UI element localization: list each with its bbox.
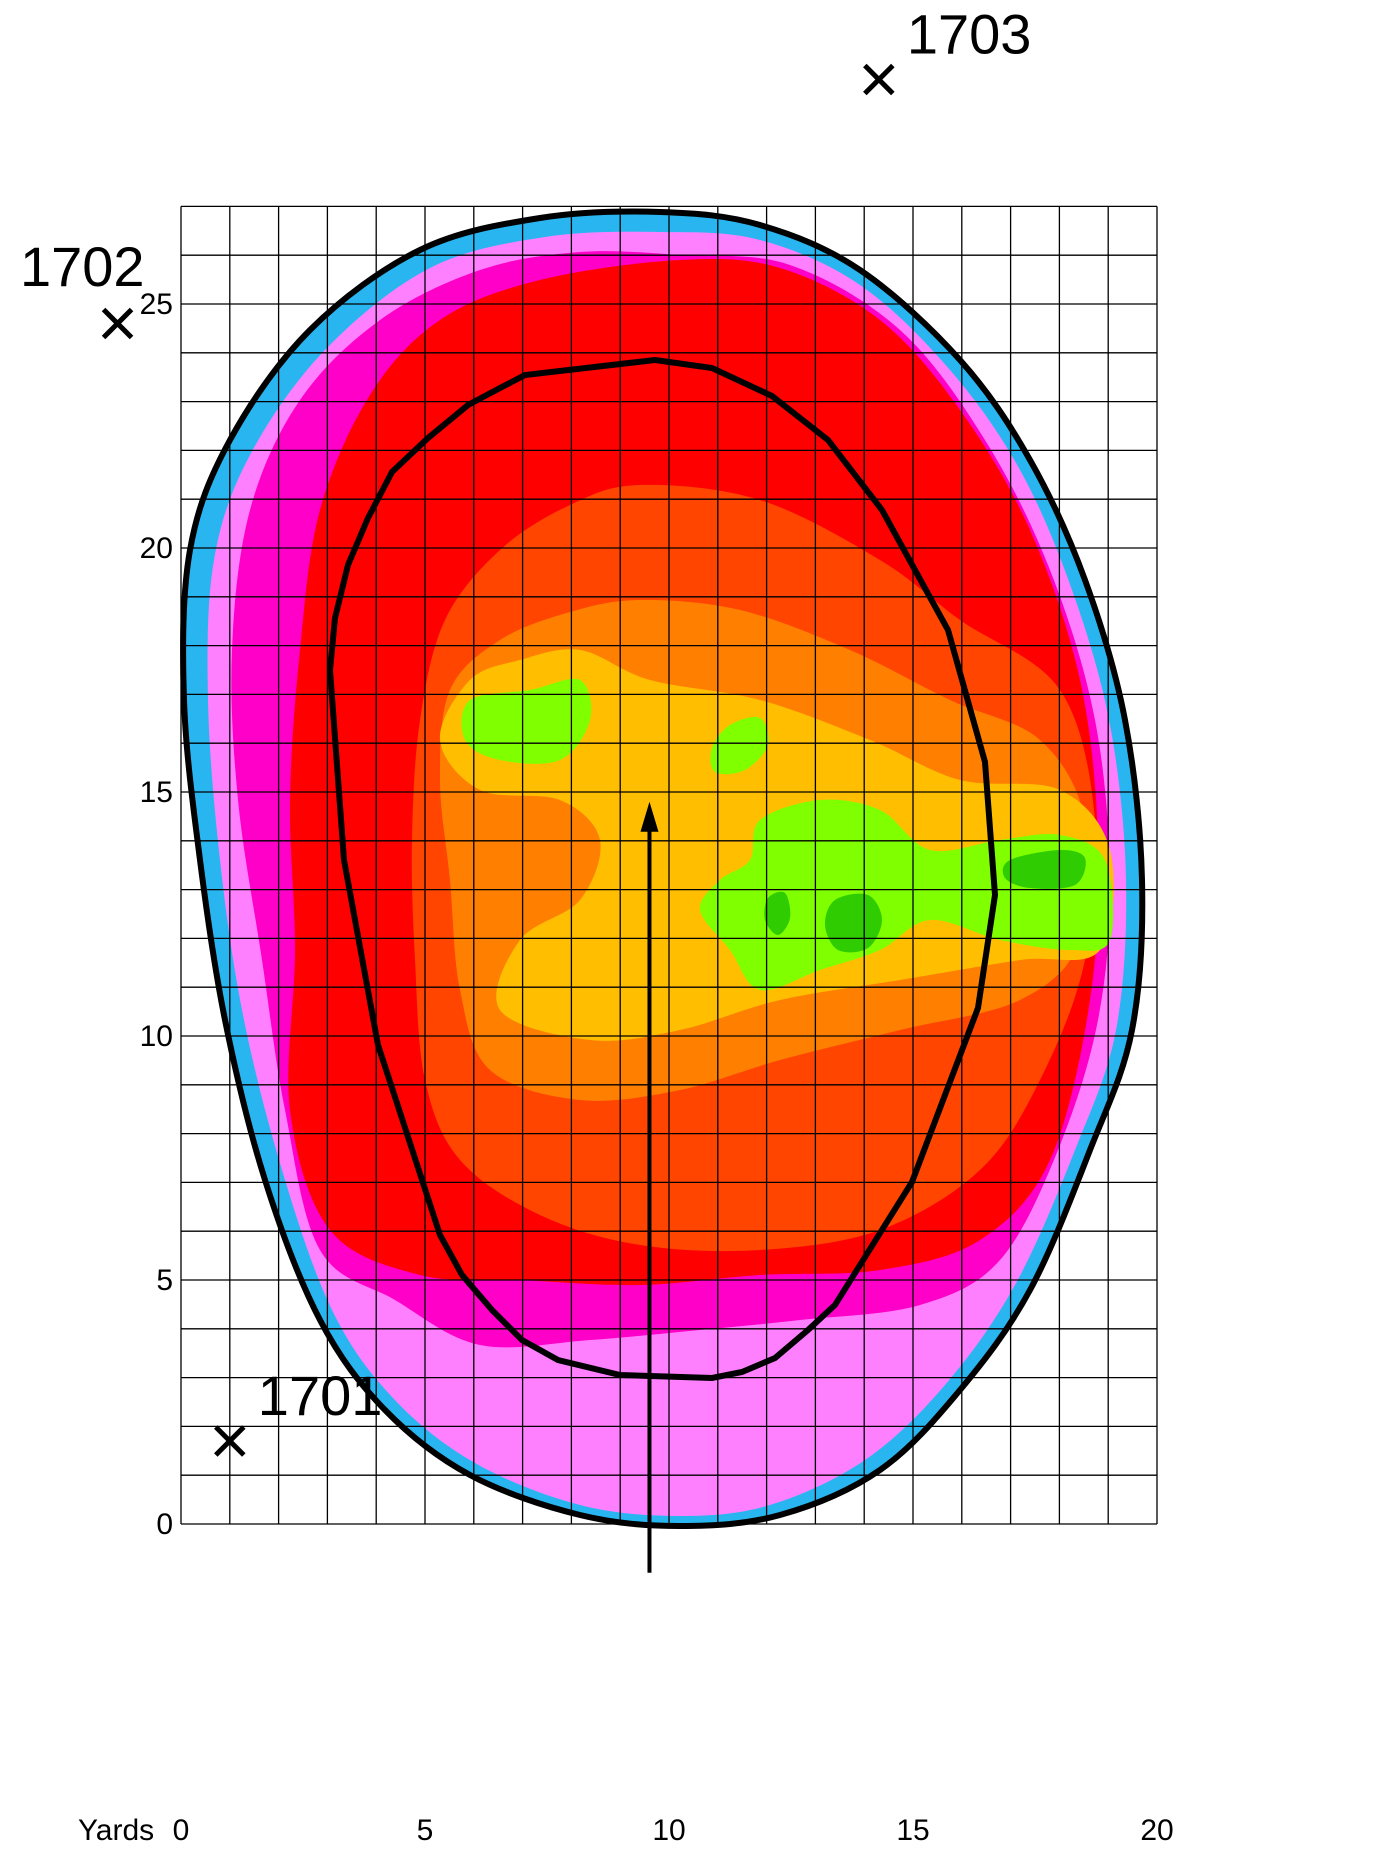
zone-peak-2 [764, 891, 791, 936]
y-tick-label: 0 [156, 1508, 173, 1541]
x-tick-label: 0 [173, 1814, 190, 1847]
zone-very-high-center [710, 716, 769, 775]
unit-label: Yards [78, 1814, 154, 1847]
station-1701: 1701 [214, 1364, 383, 1457]
inner-boundary [326, 356, 999, 1382]
zone-very-high-east [699, 799, 1114, 991]
station-label: 1702 [20, 235, 145, 298]
direction-arrow [640, 801, 659, 1573]
x-tick-label: 5 [417, 1814, 434, 1847]
y-tick-label: 5 [156, 1264, 173, 1297]
outer-boundary [180, 208, 1146, 1530]
y-tick-label: 10 [140, 1020, 173, 1053]
x-tick-label: 15 [896, 1814, 929, 1847]
contour-fill-layers [183, 211, 1143, 1527]
arrow-head [640, 801, 659, 832]
x-tick-label: 20 [1140, 1814, 1173, 1847]
y-axis-ticks: 0 5 10 15 20 25 [140, 288, 173, 1541]
station-label: 1701 [258, 1364, 383, 1427]
x-axis-ticks: 0 5 10 15 20 [173, 1814, 1174, 1847]
station-marker [863, 63, 895, 96]
y-tick-label: 20 [140, 532, 173, 565]
y-tick-label: 25 [140, 288, 173, 321]
zone-peak-1 [824, 893, 882, 953]
station-marker [101, 307, 134, 340]
station-marker [214, 1425, 246, 1457]
station-1702: 1702 [20, 235, 145, 340]
x-tick-label: 10 [652, 1814, 685, 1847]
zone-peak-3 [1002, 849, 1086, 889]
station-label: 1703 [907, 3, 1032, 66]
station-1703: 1703 [863, 3, 1032, 96]
y-tick-label: 15 [140, 776, 173, 809]
stations: 1701 1702 1703 [20, 3, 1032, 1457]
